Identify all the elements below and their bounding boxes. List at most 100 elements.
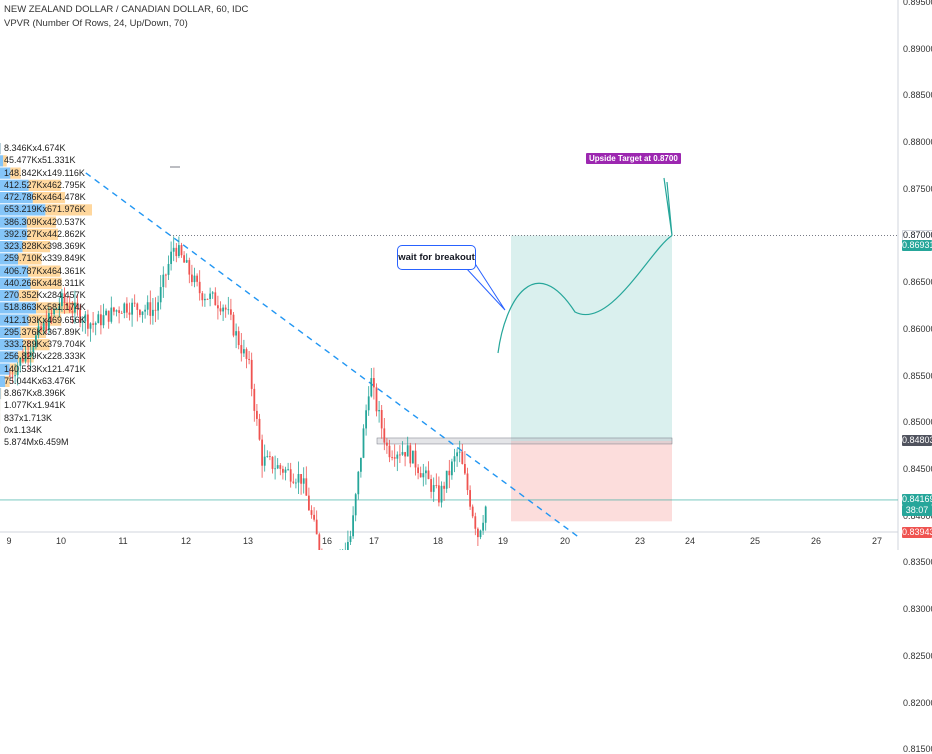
x-tick-label: 19 [498, 536, 508, 546]
candle-body [97, 314, 99, 323]
candle-body [253, 389, 255, 411]
x-tick-label: 12 [181, 536, 191, 546]
candle-body [394, 457, 396, 458]
x-tick-label: 18 [433, 536, 443, 546]
upside-target-label[interactable]: Upside Target at 0.8700 [586, 153, 681, 164]
candle-body [173, 248, 175, 252]
candle-body [136, 304, 138, 310]
candle-body [279, 465, 281, 469]
candle-body [456, 452, 458, 456]
candle-body [451, 462, 453, 476]
candle-body [204, 299, 206, 300]
candle-body [139, 310, 141, 315]
vp-row-label: 140.533Kx121.471K [4, 364, 86, 375]
candle-body [402, 452, 404, 455]
x-tick-label: 20 [560, 536, 570, 546]
price-tag: 0.86931 [902, 240, 932, 251]
candle-body [266, 456, 268, 457]
breakout-band [377, 438, 672, 444]
candle-body [168, 264, 170, 275]
callout-wait-for-breakout[interactable]: wait for breakout [397, 245, 476, 270]
candle-body [277, 465, 279, 468]
candle-body [199, 282, 201, 293]
vp-row-label: 1.077Kx1.941K [4, 400, 66, 411]
vp-row-label: 412.193Kx469.656K [4, 315, 86, 326]
candle-body [461, 452, 463, 464]
candle-body [425, 470, 427, 473]
target-zone [511, 236, 672, 441]
candle-body [352, 515, 354, 536]
vp-row-label: 256.829Kx228.333K [4, 351, 86, 362]
candle-body [191, 275, 193, 283]
candle-body [298, 474, 300, 483]
vp-row-label: 148.842Kx149.116K [4, 168, 85, 179]
candle-body [131, 303, 133, 315]
candle-body [238, 331, 240, 345]
candle-body [357, 472, 359, 494]
candle-body [129, 313, 131, 315]
candle-body [287, 469, 289, 470]
candle-body [365, 410, 367, 428]
candle-body [407, 445, 409, 456]
candle-body [95, 323, 97, 325]
price-tag: 0.84803 [902, 435, 932, 446]
candle-body [415, 451, 417, 468]
candle-body [350, 536, 352, 542]
price-tag: 0.83943 [902, 527, 932, 538]
candle-body [285, 470, 287, 473]
price-tag: 38:07 [902, 505, 932, 516]
vp-row-label: 259.710Kx339.849K [4, 253, 86, 264]
candle-body [303, 478, 305, 483]
x-tick-label: 23 [635, 536, 645, 546]
candle-body [318, 534, 320, 550]
candle-body [227, 309, 229, 310]
candle-body [381, 410, 383, 428]
candle-body [420, 473, 422, 477]
candle-body [290, 469, 292, 481]
candle-body [118, 310, 120, 313]
candle-body [316, 520, 318, 535]
candle-body [355, 494, 357, 515]
candle-body [313, 515, 315, 520]
candle-body [399, 455, 401, 456]
indicator-label[interactable]: VPVR (Number Of Rows, 24, Up/Down, 70) [4, 18, 188, 29]
candle-body [477, 529, 479, 537]
vp-row-label: 837x1.713K [4, 413, 52, 424]
candle-body [376, 387, 378, 411]
vp-row-label: 333.289Kx379.704K [4, 339, 86, 350]
candle-body [292, 482, 294, 483]
x-tick-label: 10 [56, 536, 66, 546]
candle-body [417, 467, 419, 473]
candle-body [274, 468, 276, 469]
candle-body [459, 452, 461, 453]
candle-body [222, 308, 224, 312]
vp-row-label: 295.376Kx367.89K [4, 327, 81, 338]
candle-body [126, 304, 128, 313]
candle-body [295, 483, 297, 484]
chart-canvas[interactable] [0, 0, 932, 550]
candle-body [428, 470, 430, 479]
candle-body [144, 310, 146, 312]
candle-body [155, 310, 157, 311]
candle-body [186, 260, 188, 262]
candle-body [412, 451, 414, 464]
candle-body [391, 457, 393, 458]
candle-body [235, 331, 237, 335]
candle-body [160, 287, 162, 302]
candle-body [264, 457, 266, 466]
vp-row-label: 518.863Kx581.174K [4, 302, 86, 313]
vp-row-label: 270.352Kx284.457K [4, 290, 86, 301]
x-tick-label: 17 [369, 536, 379, 546]
vp-row-label: 0x1.134K [4, 425, 42, 436]
candle-body [370, 378, 372, 396]
candle-body [175, 248, 177, 256]
x-tick-label: 16 [322, 536, 332, 546]
candle-body [121, 313, 123, 314]
candle-body [116, 310, 118, 311]
candle-body [233, 315, 235, 336]
candle-body [165, 275, 167, 276]
